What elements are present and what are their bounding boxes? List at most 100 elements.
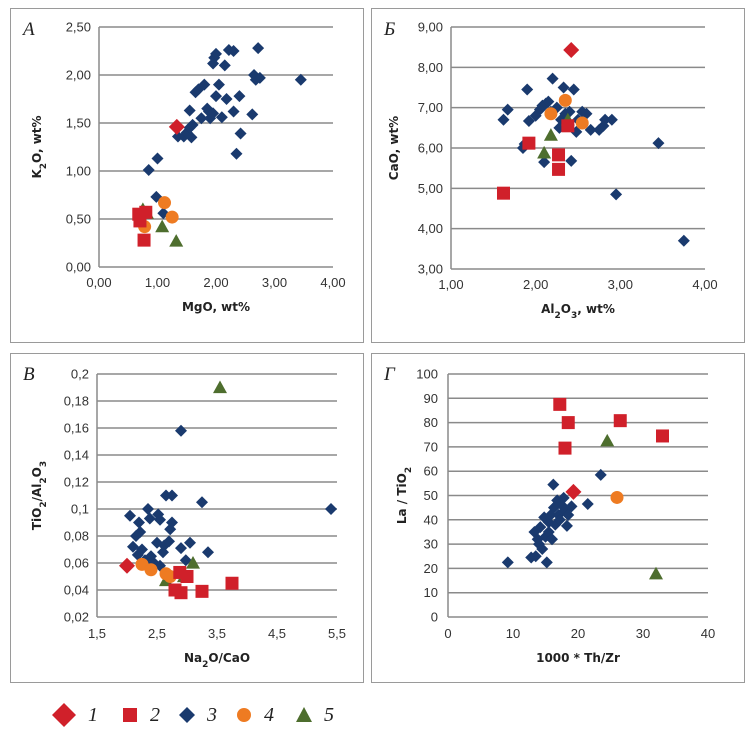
data-point-series-1 xyxy=(168,118,185,135)
data-point-series-3 xyxy=(186,118,199,131)
data-point-series-3 xyxy=(166,489,178,502)
data-point-series-3 xyxy=(542,95,555,108)
data-point-series-2 xyxy=(195,584,209,598)
y-tick-label: 50 xyxy=(424,488,438,503)
data-point-series-2 xyxy=(553,397,567,411)
data-point-series-3 xyxy=(134,525,147,538)
y-axis-title: TiO2/Al2O3 xyxy=(30,461,49,530)
data-point-series-2 xyxy=(656,429,669,443)
panel-letter: Г xyxy=(383,364,396,385)
data-point-series-3 xyxy=(133,516,145,529)
y-tick-label: 0,08 xyxy=(64,529,89,544)
data-point-series-3 xyxy=(563,105,576,118)
data-point-series-3 xyxy=(557,81,570,94)
x-tick-label: 2,5 xyxy=(148,626,166,641)
y-tick-label: 6,00 xyxy=(418,141,443,156)
series-4 xyxy=(544,93,589,130)
data-point-series-3 xyxy=(567,83,580,96)
legend-item-5: 5 xyxy=(294,700,334,730)
data-point-series-3 xyxy=(550,101,563,114)
x-tick-label: 4,00 xyxy=(692,277,717,292)
data-point-series-5 xyxy=(155,219,170,233)
legend-item-1: 1 xyxy=(50,700,98,730)
data-point-series-3 xyxy=(215,111,228,124)
y-tick-label: 0,14 xyxy=(64,448,89,463)
data-point-series-3 xyxy=(151,152,164,165)
legend-marker-2 xyxy=(123,708,137,722)
data-point-series-2 xyxy=(558,441,572,455)
data-point-series-3 xyxy=(565,154,578,167)
data-point-series-3 xyxy=(542,525,555,538)
x-tick-label: 0 xyxy=(444,626,451,641)
y-tick-label: 60 xyxy=(424,464,438,479)
data-point-series-3 xyxy=(227,105,240,118)
data-point-series-3 xyxy=(220,93,233,105)
legend-marker-1 xyxy=(52,703,76,727)
x-tick-label: 3,5 xyxy=(208,626,226,641)
x-tick-label: 3,00 xyxy=(608,277,633,292)
data-point-series-3 xyxy=(246,108,259,121)
series-3 xyxy=(142,42,307,220)
x-tick-label: 30 xyxy=(636,626,650,641)
x-tick-label: 1,00 xyxy=(438,277,463,292)
data-point-series-3 xyxy=(560,519,573,532)
data-point-series-3 xyxy=(597,119,610,132)
data-point-series-3 xyxy=(677,234,690,247)
panel-b-cao-vs-al2o3: Б 3,00 4,00 5,00 6,00 7,00 8,00 9,00 1,00 2,00 3,0… xyxy=(371,8,745,343)
data-point-series-3 xyxy=(547,501,560,514)
data-point-series-5 xyxy=(213,380,227,394)
data-point-series-3 xyxy=(553,513,566,526)
series-1 xyxy=(563,41,580,58)
data-point-series-3 xyxy=(570,125,583,138)
x-axis-title: MgO, wt% xyxy=(182,300,250,314)
legend: 1 2 3 4 5 xyxy=(50,700,370,730)
data-point-series-3 xyxy=(294,73,307,86)
chart-c-svg: В 0,02 0,04 0,06 0,08 0,1 0,12 0,14 0,16 0,18 0,2 1… xyxy=(23,364,346,670)
data-point-series-3 xyxy=(538,156,551,169)
data-point-series-4 xyxy=(558,93,572,107)
data-point-series-2 xyxy=(496,186,510,200)
y-tick-label: 0,2 xyxy=(71,367,89,382)
data-point-series-3 xyxy=(594,468,607,481)
y-tick-label: 9,00 xyxy=(418,20,443,35)
series-5 xyxy=(159,380,227,587)
data-point-series-4 xyxy=(158,196,172,210)
data-point-series-3 xyxy=(142,164,155,177)
data-point-series-3 xyxy=(501,103,514,116)
data-point-series-3 xyxy=(501,556,514,569)
data-point-series-4 xyxy=(575,116,589,130)
data-point-series-3 xyxy=(210,90,222,103)
data-point-series-3 xyxy=(521,83,534,96)
legend-label-4: 4 xyxy=(264,703,274,726)
y-tick-label: 70 xyxy=(424,439,438,454)
data-point-series-3 xyxy=(212,78,225,91)
y-tick-label: 0,06 xyxy=(64,556,89,571)
data-point-series-1 xyxy=(563,41,580,58)
data-point-series-2 xyxy=(225,576,239,590)
chart-b-svg: Б 3,00 4,00 5,00 6,00 7,00 8,00 9,00 1,00 2,00 3,0… xyxy=(383,19,718,321)
data-point-series-2 xyxy=(552,162,566,176)
y-tick-label: 0,12 xyxy=(64,475,89,490)
x-tick-label: 10 xyxy=(506,626,520,641)
data-point-series-2 xyxy=(180,570,194,583)
y-tick-label: 0,1 xyxy=(71,502,89,517)
data-point-series-3 xyxy=(547,478,560,491)
data-point-series-4 xyxy=(144,563,158,577)
data-point-series-3 xyxy=(553,121,566,134)
data-point-series-5 xyxy=(186,556,200,569)
series-1 xyxy=(565,483,582,500)
y-tick-label: 30 xyxy=(424,537,438,552)
data-point-series-2 xyxy=(174,586,188,600)
data-point-series-2 xyxy=(552,148,566,162)
panel-letter: В xyxy=(23,364,35,385)
data-point-series-3 xyxy=(529,550,542,563)
data-point-series-1 xyxy=(119,557,135,574)
y-tick-label: 5,00 xyxy=(418,181,443,196)
data-point-series-5 xyxy=(537,145,552,159)
y-tick-label: 0,50 xyxy=(66,212,91,227)
y-tick-label: 0,02 xyxy=(64,610,89,625)
panel-letter: Б xyxy=(383,19,395,40)
data-point-series-3 xyxy=(154,559,166,572)
data-point-series-3 xyxy=(557,491,570,504)
series-1 xyxy=(168,118,185,135)
